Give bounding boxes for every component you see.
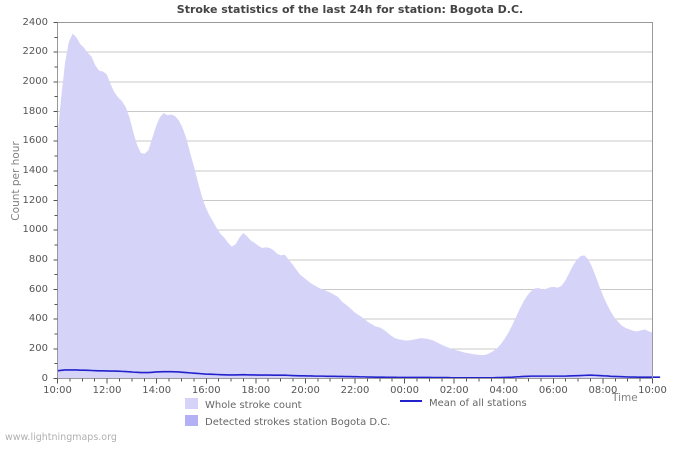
x-tick-label: 04:00 <box>489 384 519 396</box>
x-axis-title: Time <box>612 392 638 404</box>
chart-legend: Whole stroke count Detected strokes stat… <box>0 394 700 430</box>
y-tick-label: 1400 <box>22 164 48 176</box>
legend-swatch-whole-icon <box>185 398 198 409</box>
legend-item-whole-stroke-count: Whole stroke count <box>185 398 302 411</box>
y-axis-title: Count per hour <box>10 141 22 221</box>
legend-line-mean-icon <box>400 400 422 402</box>
x-tick-label: 12:00 <box>92 384 122 396</box>
x-axis-ticks <box>57 378 653 384</box>
y-tick-label: 0 <box>41 372 48 384</box>
x-tick-label: 18:00 <box>241 384 271 396</box>
x-tick-label: 10:00 <box>43 384 72 396</box>
x-tick-label: 08:00 <box>588 384 618 396</box>
chart-title: Stroke statistics of the last 24h for st… <box>176 3 524 16</box>
y-tick-label: 1600 <box>22 135 48 147</box>
legend-label-whole: Whole stroke count <box>205 400 302 411</box>
y-tick-label: 200 <box>28 342 48 354</box>
legend-label-detected: Detected strokes station Bogota D.C. <box>205 417 391 428</box>
y-tick-label: 2000 <box>22 75 48 87</box>
x-tick-label: 14:00 <box>142 384 172 396</box>
legend-swatch-detected-icon <box>185 415 198 426</box>
y-tick-label: 400 <box>28 313 48 325</box>
footer-watermark: www.lightningmaps.org <box>5 432 117 443</box>
area-series-group <box>57 33 653 379</box>
x-tick-label: 22:00 <box>340 384 370 396</box>
y-tick-label: 600 <box>28 283 48 295</box>
mean-line-series <box>57 369 661 379</box>
x-tick-label: 06:00 <box>538 384 568 396</box>
legend-item-detected-strokes: Detected strokes station Bogota D.C. <box>185 415 390 428</box>
y-tick-label: 1200 <box>22 194 48 206</box>
y-axis-ticks <box>53 22 58 379</box>
x-tick-label: 16:00 <box>191 384 221 396</box>
y-tick-label: 2400 <box>22 16 48 28</box>
y-tick-label: 1800 <box>22 105 48 117</box>
x-tick-label: 02:00 <box>439 384 469 396</box>
y-tick-label: 800 <box>28 253 48 265</box>
legend-item-mean-all-stations: Mean of all stations <box>400 398 527 409</box>
x-tick-label: 00:00 <box>390 384 419 396</box>
x-tick-label: 20:00 <box>290 384 320 396</box>
x-tick-label: 10:00 <box>638 384 667 396</box>
y-tick-label: 2200 <box>22 46 48 58</box>
legend-label-mean: Mean of all stations <box>429 398 527 409</box>
y-tick-label: 1000 <box>22 224 48 236</box>
